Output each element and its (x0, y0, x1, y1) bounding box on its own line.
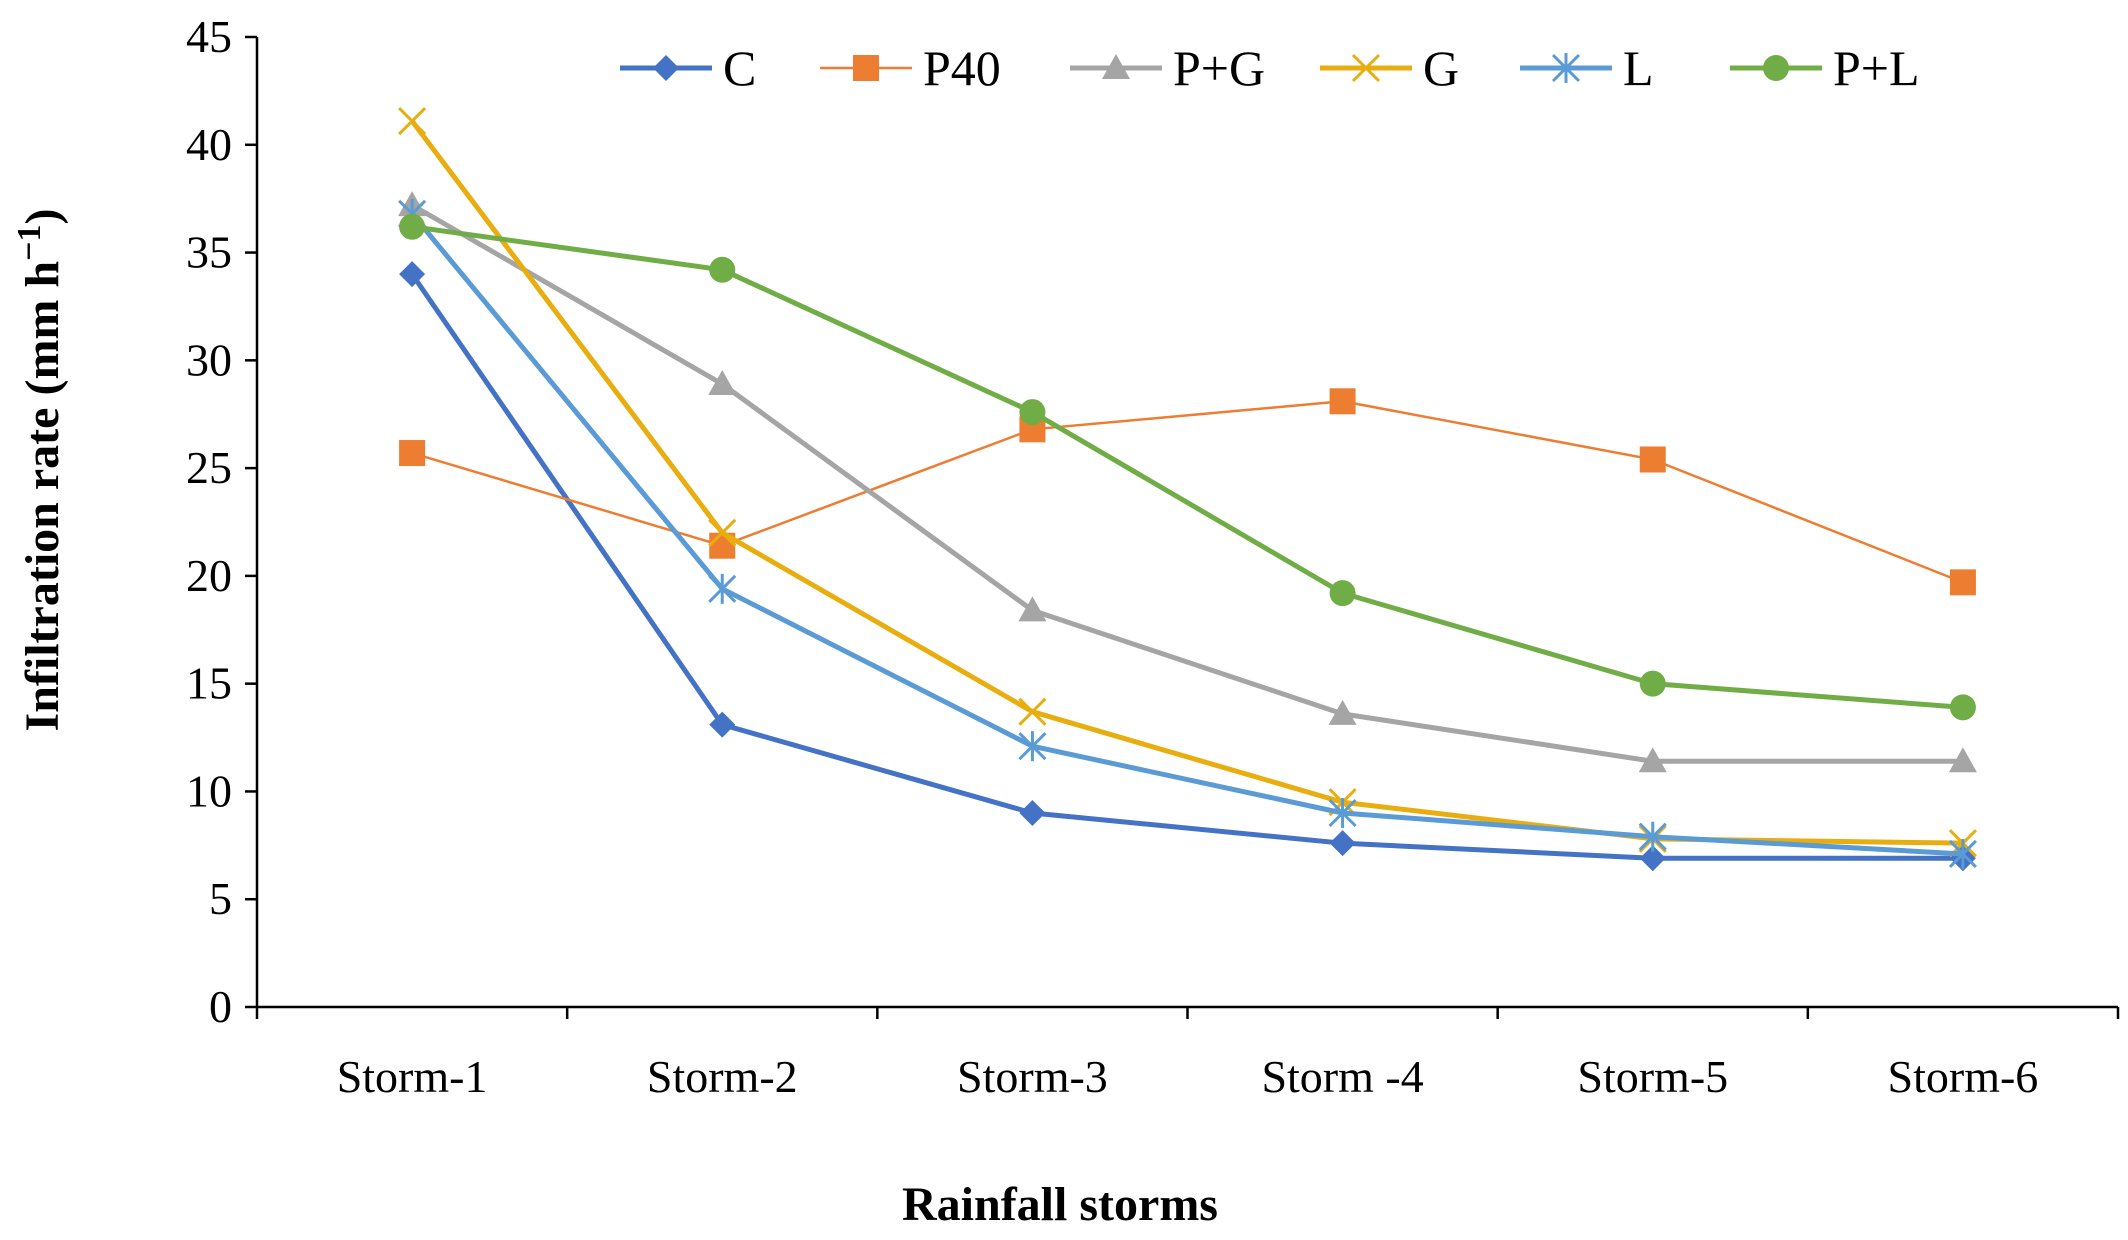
x-tick-label: Storm-1 (337, 1051, 488, 1102)
y-axis-title-main: Infiltration rate (mm h (16, 261, 69, 732)
data-point-c (1639, 845, 1666, 872)
x-tick-label: Storm-2 (647, 1051, 798, 1102)
legend-label: C (723, 40, 756, 96)
axes: 0 5 10 15 20 25 30 35 40 45 Storm-1 Storm-2 Storm-3 S… (186, 11, 2120, 1102)
legend-swatch-marker-stroke (1351, 53, 1381, 83)
y-tick-label: 45 (186, 11, 232, 62)
data-point-p-l (399, 213, 426, 240)
data-point-g (1018, 697, 1047, 726)
data-point-l (708, 573, 737, 604)
data-point-l (1638, 821, 1667, 852)
legend-item-p40: P40 (820, 40, 1001, 96)
data-point-p-g (1948, 747, 1977, 773)
legend-item-p-g: P+G (1070, 40, 1265, 96)
y-tick-label: 15 (186, 658, 232, 709)
x-tick-label: Storm-6 (1888, 1051, 2039, 1102)
data-point-p-l (1329, 580, 1356, 607)
data-point-l (1328, 798, 1357, 828)
data-point-g-stroke (1018, 697, 1047, 726)
legend: C P40 P+G G L P+L (620, 40, 1920, 96)
x-tick-label: Storm-5 (1577, 1051, 1728, 1102)
series-line-g (410, 119, 1963, 846)
series-line-p40 (411, 400, 1964, 584)
data-point-l (1018, 731, 1047, 762)
y-tick-label: 20 (186, 550, 232, 601)
data-point-p40 (399, 440, 426, 467)
data-point-p-g (1018, 596, 1047, 622)
legend-label: P+L (1833, 40, 1920, 96)
y-axis-title-superscript: −1 (11, 225, 48, 261)
y-tick-label: 0 (209, 981, 232, 1032)
series-p-l (399, 213, 1976, 721)
data-point-g-stroke (398, 107, 427, 136)
data-point-p-g (1638, 747, 1667, 773)
legend-label: P+G (1173, 40, 1265, 96)
y-axis-title-tail: ) (16, 209, 69, 225)
y-tick-label: 5 (209, 873, 232, 924)
data-point-p40 (1329, 388, 1356, 415)
series-l (398, 198, 1977, 869)
y-axis-title: Infiltration rate (mm h−1) (11, 209, 69, 732)
y-tick-label: 25 (186, 442, 232, 493)
data-point-l (1948, 838, 1977, 869)
legend-swatch-marker (1102, 54, 1130, 79)
data-point-p-g (708, 370, 737, 396)
legend-swatch-marker (1763, 55, 1789, 81)
y-tick-label: 10 (186, 765, 232, 816)
legend-item-l: L (1520, 40, 1654, 96)
legend-item-g: G (1320, 40, 1459, 96)
legend-label: P40 (923, 40, 1001, 96)
data-point-c (1329, 830, 1356, 857)
x-axis-title: Rainfall storms (902, 1178, 1218, 1231)
legend-swatch-marker (653, 55, 679, 81)
x-tick-label: Storm -4 (1261, 1051, 1423, 1102)
legend-swatch-marker (853, 55, 879, 81)
series-line-l (410, 212, 1964, 857)
legend-item-c: C (620, 40, 756, 96)
data-point-g (708, 518, 737, 547)
series-line-c (410, 272, 1963, 861)
x-tick-label: Storm-3 (957, 1051, 1108, 1102)
data-point-c (709, 711, 736, 738)
data-point-p40 (1949, 569, 1976, 596)
series-layer (398, 107, 1977, 872)
y-tick-label: 35 (186, 227, 232, 278)
data-point-c (399, 261, 426, 288)
data-point-p-g (1328, 699, 1357, 725)
data-point-p-l (709, 256, 736, 283)
data-point-c (1019, 800, 1046, 826)
series-line-p-l (411, 224, 1964, 710)
legend-swatch-marker (1351, 53, 1381, 83)
series-c (399, 261, 1976, 872)
data-point-p-l (1019, 399, 1046, 426)
data-point-p-l (1949, 694, 1976, 721)
series-p40 (399, 388, 1976, 596)
y-tick-label: 30 (186, 334, 232, 385)
legend-item-p-l: P+L (1730, 40, 1920, 96)
data-point-p-l (1639, 670, 1666, 697)
y-tick-label: 40 (186, 119, 232, 170)
data-point-g (398, 107, 427, 136)
legend-swatch-marker (1551, 53, 1581, 83)
legend-label: L (1623, 40, 1654, 96)
legend-label: G (1423, 40, 1459, 96)
data-point-g-stroke (708, 518, 737, 547)
series-line-p-g (410, 202, 1963, 764)
data-point-p40 (1639, 446, 1666, 473)
